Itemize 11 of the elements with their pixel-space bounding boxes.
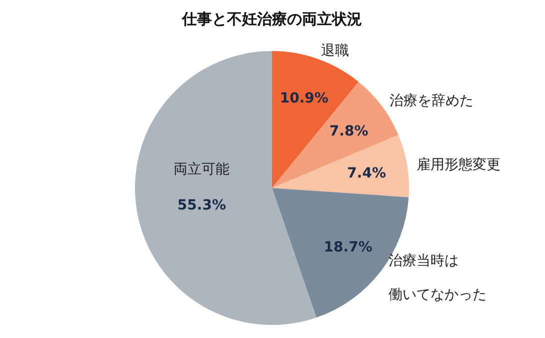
data-label: 18.7% (324, 239, 372, 256)
data-label: 10.9% (280, 90, 328, 107)
slice-label: 両立可能 (174, 162, 230, 178)
data-label: 7.4% (347, 165, 386, 182)
category-label: 治療当時は働いてなかった (388, 253, 486, 304)
data-label: 55.3% (177, 198, 226, 214)
chart-title: 仕事と不妊治療の両立状況 (181, 10, 362, 28)
slice-label: 雇用形態変更 (416, 156, 501, 173)
slice-label: 退職 (321, 42, 350, 59)
slice-label: 治療を辞めた (389, 93, 474, 110)
data-label: 7.8% (329, 124, 368, 140)
